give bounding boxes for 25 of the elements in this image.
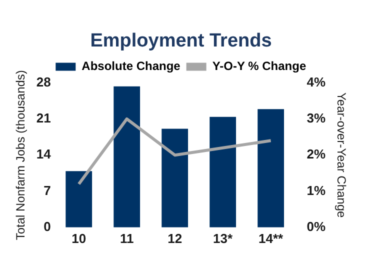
bar — [258, 109, 284, 228]
bar — [162, 128, 188, 228]
y2-tick-label: 3% — [306, 110, 326, 126]
y2-tick-label: 0% — [306, 218, 326, 234]
y-tick-label: 0 — [44, 218, 51, 234]
y2-axis-title: Year-over-Year Change — [334, 92, 348, 218]
x-tick-label: 12 — [168, 230, 182, 246]
x-tick-label: 10 — [72, 230, 86, 246]
y-tick-label: 28 — [36, 74, 51, 90]
chart-title: Employment Trends — [90, 30, 272, 52]
x-tick-label: 11 — [120, 230, 134, 246]
x-tick-label: 14** — [258, 230, 284, 246]
bar — [210, 116, 236, 228]
y2-tick-label: 4% — [306, 74, 326, 90]
legend-label: Absolute Change — [82, 59, 181, 74]
y-axis-title: Total Nonfarm Jobs (thousands) — [14, 70, 28, 240]
y2-tick-label: 1% — [306, 182, 326, 198]
y-tick-label: 21 — [36, 110, 51, 126]
y-tick-label: 14 — [36, 146, 52, 162]
legend-label: Y-O-Y % Change — [212, 59, 306, 74]
bar — [114, 86, 140, 228]
y2-tick-label: 2% — [306, 146, 326, 162]
bar — [66, 171, 92, 228]
y-tick-label: 7 — [44, 182, 51, 198]
x-tick-label: 13* — [213, 230, 234, 246]
